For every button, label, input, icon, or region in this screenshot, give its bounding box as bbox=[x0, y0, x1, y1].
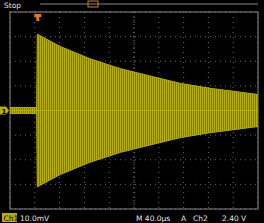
channel-marker-bg bbox=[0, 107, 9, 115]
run-status: Stop bbox=[4, 1, 21, 10]
trigger-source: Ch2 bbox=[193, 214, 208, 223]
signal-envelope bbox=[10, 34, 258, 110]
trigger-level: 2.40 V bbox=[222, 214, 247, 223]
record-window bbox=[88, 1, 98, 7]
volts-per-div: 10.0mV bbox=[20, 214, 50, 223]
plot-frame bbox=[10, 12, 258, 209]
trigger-marker bbox=[34, 14, 41, 21]
channel-label: Ch1 bbox=[4, 214, 19, 223]
time-per-div: M 40.0µs bbox=[136, 214, 170, 223]
signal-envelope bbox=[10, 111, 258, 187]
trigger-mode: A bbox=[181, 214, 187, 223]
trace-group bbox=[10, 34, 258, 187]
record-bar bbox=[40, 4, 258, 5]
scope-screen: Stop 1 Ch110.0mV M 40.0µs A Ch2 2.40 V bbox=[0, 0, 264, 223]
channel-marker: 1 bbox=[2, 108, 7, 116]
background bbox=[0, 0, 264, 223]
